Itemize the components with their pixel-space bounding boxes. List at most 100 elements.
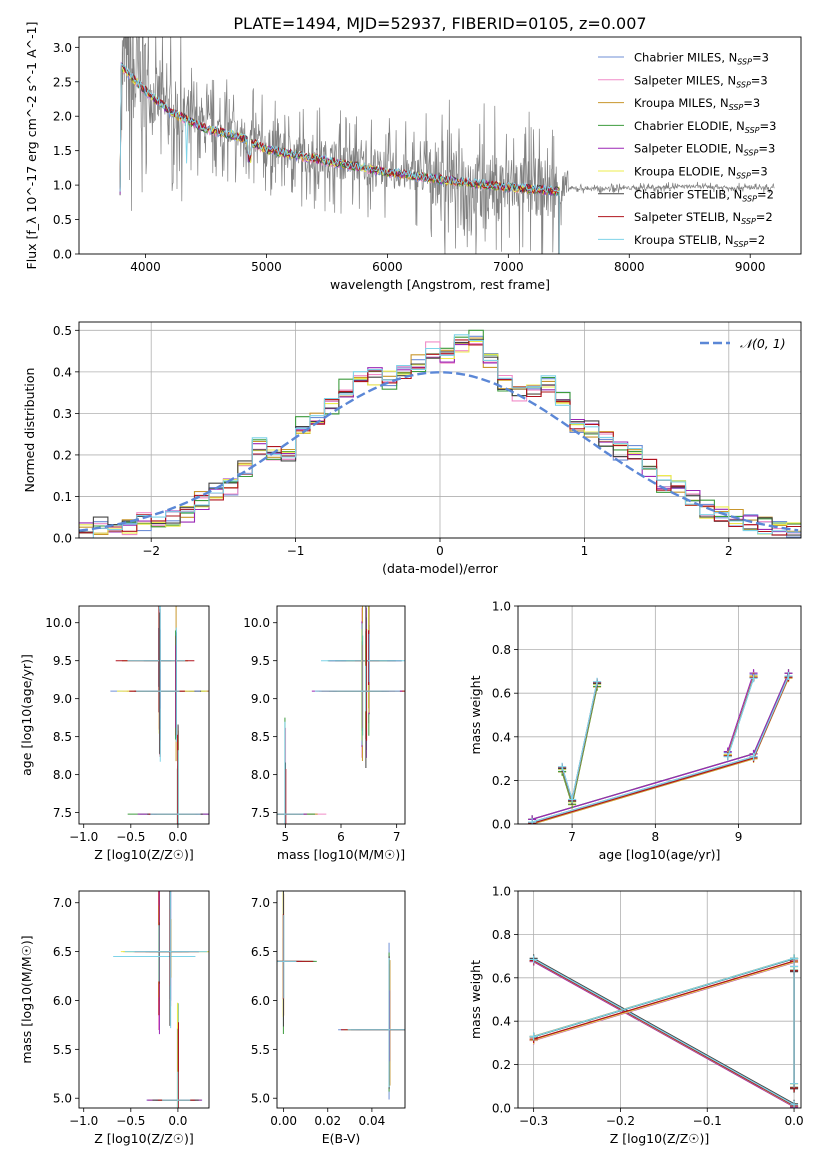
x-axis-label: wavelength [Angstrom, rest frame] xyxy=(330,277,550,292)
x-tick-label: −0.5 xyxy=(116,830,145,844)
x-tick-label: 6 xyxy=(337,830,345,844)
x-tick-label: −0.1 xyxy=(693,1114,722,1128)
plot-area xyxy=(277,891,405,1100)
y-tick-label: 0.0 xyxy=(53,248,72,262)
axes-frame xyxy=(78,321,802,539)
y-tick-label: 0.0 xyxy=(492,818,511,832)
weight-point-marker xyxy=(568,795,577,804)
weight-point-marker xyxy=(723,752,732,761)
axes-frame xyxy=(78,36,802,255)
y-tick-label: 2.0 xyxy=(53,110,72,124)
x-tick-label: −1.0 xyxy=(69,1114,98,1128)
y-tick-label: 0.6 xyxy=(492,687,511,701)
legend-nssp-subscript: SSP xyxy=(729,103,744,112)
legend-nssp-prefix: , N xyxy=(726,187,742,201)
legend-nssp-prefix: , N xyxy=(720,73,736,87)
y-tick-label: 0.4 xyxy=(492,730,511,744)
x-tick-label: 1 xyxy=(581,544,589,558)
legend-nssp-subscript: SSP xyxy=(741,217,756,226)
x-tick-label: 6000 xyxy=(372,260,403,274)
y-tick-label: 1.0 xyxy=(492,885,511,899)
gaussian-reference-curve xyxy=(79,371,799,532)
y-tick-label: 0.0 xyxy=(492,1102,511,1116)
weight-point-marker xyxy=(790,962,799,971)
y-tick-label: 6.5 xyxy=(53,945,72,959)
legend-nssp-value: =3 xyxy=(751,73,768,87)
y-tick-label: 8.0 xyxy=(53,768,72,782)
weight-series-line xyxy=(727,672,755,752)
y-axis-label: Flux [f_λ 10^-17 erg cm^-2 s^-1 A^-1] xyxy=(24,22,39,270)
y-tick-label: 5.5 xyxy=(53,1043,72,1057)
x-tick-label: 8000 xyxy=(614,260,645,274)
x-tick-label: 0.0 xyxy=(168,830,187,844)
y-tick-label: 1.0 xyxy=(53,179,72,193)
x-tick-label: −2 xyxy=(142,544,160,558)
legend-nssp-value: =3 xyxy=(760,119,777,133)
y-tick-label: 6.0 xyxy=(251,994,270,1008)
age-vs-metallicity-panel: −1.0 −0.5 0.0 7.5 8.0 8.5 9.0 9.5 10.0 Z [log10(Z… xyxy=(19,605,210,862)
legend-entry: Salpeter MILES, NSSP=3 xyxy=(634,73,768,89)
y-tick-label: 9.0 xyxy=(251,692,270,706)
weight-vs-metallicity-panel: −0.3 −0.2 −0.1 0.0 0.0 0.2 0.4 0.6 0.8 1.0 Z [log1… xyxy=(468,885,804,1147)
weight-point-marker xyxy=(529,955,538,964)
weight-series-line xyxy=(561,681,598,803)
y-tick-label: 6.0 xyxy=(53,994,72,1008)
histogram-step-line xyxy=(79,334,801,538)
weight-point-marker xyxy=(749,752,758,761)
observed-spectrum xyxy=(120,37,775,254)
figure-title: PLATE=1494, MJD=52937, FIBERID=0105, z=0… xyxy=(233,14,646,33)
weight-series-line xyxy=(533,960,795,1108)
plot-area xyxy=(79,329,801,538)
model-spectrum-line xyxy=(119,65,560,254)
y-axis-label: mass weight xyxy=(468,675,483,754)
y-tick-label: 9.5 xyxy=(53,654,72,668)
y-tick-label: 0.1 xyxy=(53,490,72,504)
legend-entry: Kroupa ELODIE, NSSP=3 xyxy=(634,165,768,181)
y-tick-label: 5.0 xyxy=(251,1092,270,1106)
weight-series-line xyxy=(533,960,795,1040)
axes-frame xyxy=(517,605,802,825)
y-tick-label: 8.0 xyxy=(251,768,270,782)
legend-model-name: Salpeter MILES xyxy=(634,73,720,87)
weight-point-marker xyxy=(529,1032,538,1041)
x-tick-label: 0.0 xyxy=(168,1114,187,1128)
x-axis-label: Z [log10(Z/Z☉)] xyxy=(94,847,194,862)
legend-entry: Kroupa STELIB, NSSP=2 xyxy=(634,233,765,249)
legend-nssp-value: =3 xyxy=(758,142,775,156)
y-tick-label: 0.5 xyxy=(53,324,72,338)
x-tick-label: −1 xyxy=(287,544,305,558)
x-tick-label: 8 xyxy=(652,830,660,844)
weight-point-marker xyxy=(528,818,537,824)
legend-nssp-subscript: SSP xyxy=(736,172,751,181)
axes-frame xyxy=(78,605,210,825)
legend-nssp-prefix: , N xyxy=(725,210,741,224)
x-axis-label: age [log10(age/yr)] xyxy=(599,847,721,862)
age-vs-mass-panel: 5 6 7 7.5 8.0 8.5 9.0 9.5 10.0 mass [log10(M/M☉)] xyxy=(243,605,406,862)
legend-nssp-subscript: SSP xyxy=(745,126,760,135)
y-axis-label: age [log10(age/yr)] xyxy=(19,654,34,776)
plot-area xyxy=(529,954,799,1108)
y-tick-label: 0.5 xyxy=(53,213,72,227)
legend-nssp-prefix: , N xyxy=(721,51,737,65)
y-tick-label: 6.5 xyxy=(251,945,270,959)
x-tick-label: −0.3 xyxy=(519,1114,548,1128)
legend-model-name: Chabrier MILES xyxy=(634,51,721,65)
y-tick-label: 5.0 xyxy=(53,1092,72,1106)
legend-nssp-subscript: SSP xyxy=(737,58,752,67)
residual-histogram-panel: −2 −1 0 1 2 0.0 0.1 0.2 0.3 0.4 0.5 (data-model)/er… xyxy=(22,321,802,576)
legend-entry: Chabrier ELODIE, NSSP=3 xyxy=(634,119,776,135)
y-tick-label: 0.4 xyxy=(53,365,72,379)
weight-point-marker xyxy=(749,674,758,683)
axes-frame xyxy=(276,890,406,1109)
x-tick-label: 0 xyxy=(436,544,444,558)
legend-model-name: Chabrier STELIB xyxy=(634,187,726,201)
y-tick-label: 9.0 xyxy=(53,692,72,706)
axes-frame xyxy=(78,890,210,1109)
x-tick-label: 0.04 xyxy=(359,1114,386,1128)
legend-nssp-value: =3 xyxy=(751,165,768,179)
y-tick-label: 10.0 xyxy=(243,616,270,630)
y-tick-label: 8.5 xyxy=(251,730,270,744)
x-tick-label: 0.00 xyxy=(270,1114,297,1128)
